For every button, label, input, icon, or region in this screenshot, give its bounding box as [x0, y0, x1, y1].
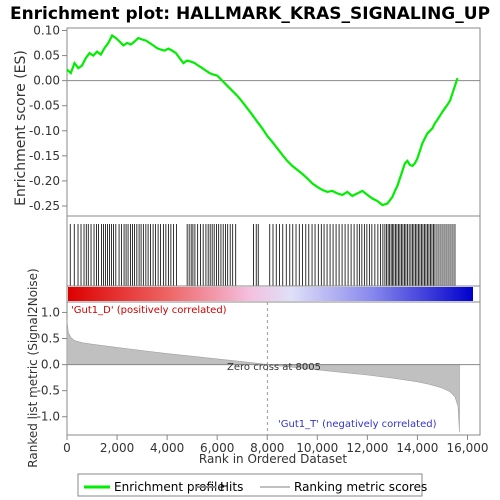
rank-ytick-label: 0.0	[41, 358, 60, 372]
x-axis-group: 0 2,000 4,000 6,000 8,000 10,000 12,000 14,000 1…	[63, 435, 488, 455]
es-ytick-label: 0.00	[33, 74, 60, 88]
ranking-metric-area	[66, 320, 460, 433]
legend-box	[77, 473, 423, 497]
es-ylabel: Enrichment score (ES)	[13, 50, 29, 206]
rank-ytick-label: 0.5	[41, 332, 60, 346]
es-ytick-label: 0.10	[33, 24, 60, 38]
rank-ytick-label: -0.5	[37, 384, 60, 398]
rank-ylabel: Ranked list metric (Signal2Noise)	[26, 268, 40, 467]
legend-label: Enrichment profile	[114, 480, 225, 494]
enrichment-profile-line	[66, 33, 459, 207]
zero-cross-label: Zero cross at 8005	[227, 362, 321, 373]
x-tick-label: 2,000	[100, 441, 134, 455]
x-tick-label: 6,000	[200, 441, 234, 455]
es-ytick-label: -0.20	[29, 174, 60, 188]
pos-corr-label: 'Gut1_D' (positively correlated)	[71, 305, 227, 316]
enrichment-profile-group	[66, 33, 459, 207]
x-tick-label: 16,000	[446, 441, 488, 455]
es-panel-frame	[66, 27, 481, 217]
es-ytick-label: -0.10	[29, 124, 60, 138]
rank-ytick-label: -1.0	[37, 410, 60, 424]
rank-ytick-label: 1.0	[41, 305, 60, 319]
es-axis-group: 0.10 0.05 0.00 -0.05 -0.10 -0.15 -0.20 -0.25	[29, 24, 480, 213]
x-tick-label: 12,000	[346, 441, 388, 455]
x-tick-label: 0	[63, 441, 71, 455]
legend-label: Hits	[220, 480, 243, 494]
rank-xlabel: Rank in Ordered Dataset	[199, 452, 347, 466]
es-ytick-label: 0.05	[33, 49, 60, 63]
neg-corr-label: 'Gut1_T' (negatively correlated)	[278, 419, 437, 430]
rank-color-bar	[68, 287, 473, 301]
es-ytick-label: -0.15	[29, 149, 60, 163]
x-tick-label: 10,000	[296, 441, 338, 455]
chart-title: Enrichment plot: HALLMARK_KRAS_SIGNALING…	[10, 4, 490, 24]
ranking-metric-group: 1.0 0.5 0.0 -0.5 -1.0	[37, 302, 480, 435]
legend-label: Ranking metric scores	[294, 480, 427, 494]
x-tick-label: 14,000	[396, 441, 438, 455]
x-tick-label: 8,000	[250, 441, 284, 455]
es-ytick-label: -0.25	[29, 199, 60, 213]
hits-group	[69, 224, 456, 286]
x-tick-label: 4,000	[150, 441, 184, 455]
es-ytick-label: -0.05	[29, 99, 60, 113]
